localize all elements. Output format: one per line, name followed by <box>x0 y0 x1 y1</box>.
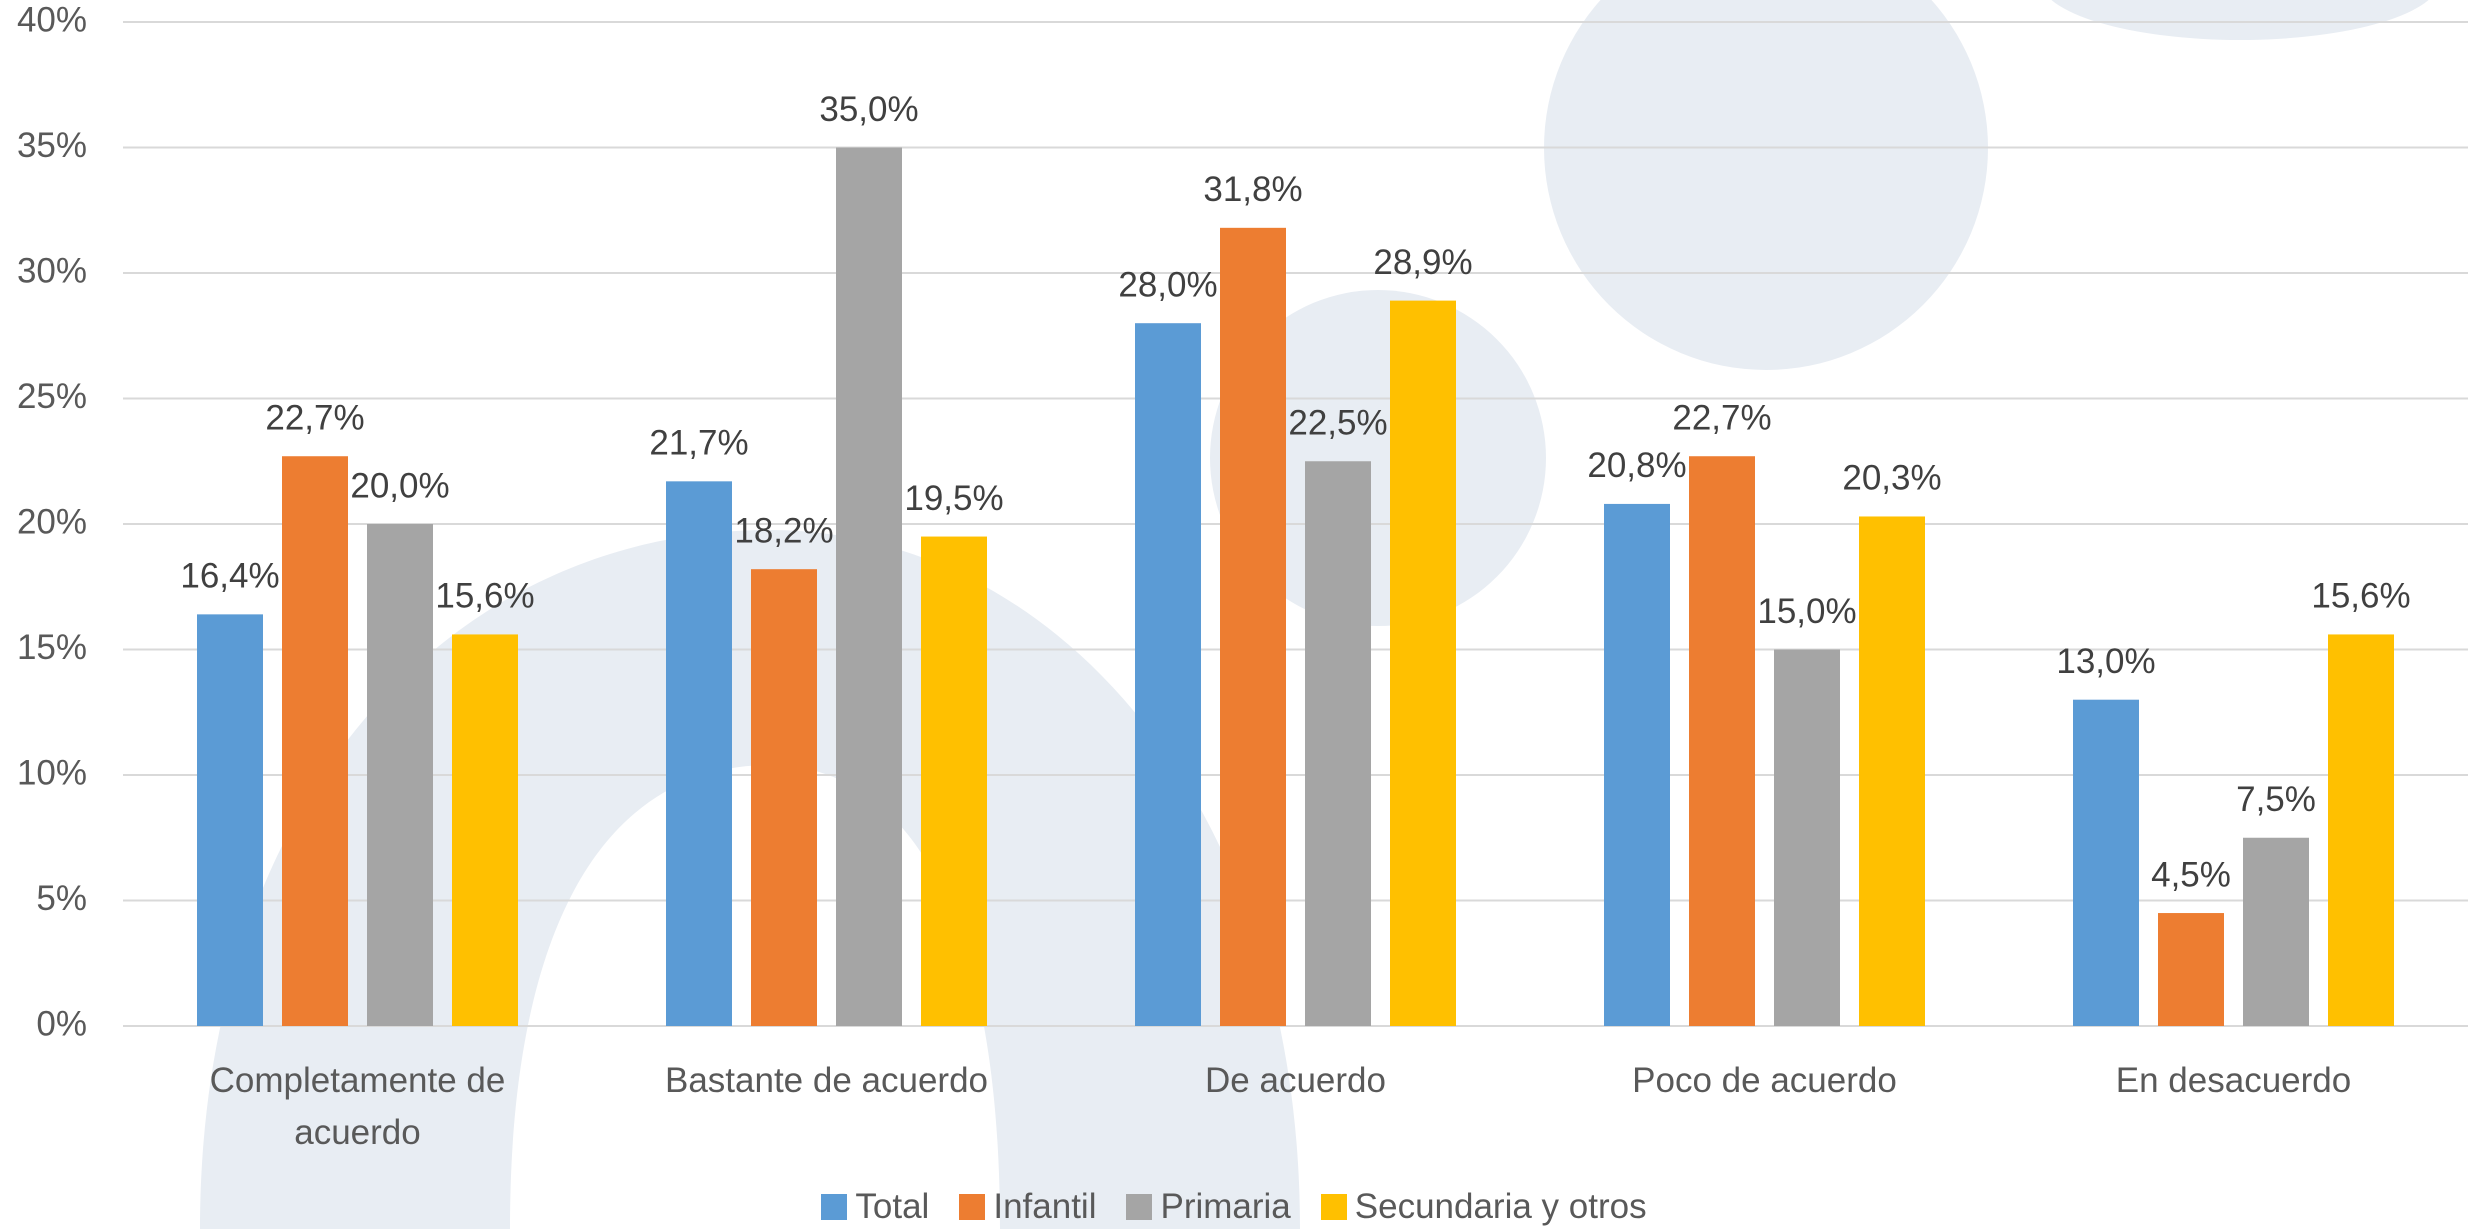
data-label: 28,0% <box>1118 265 1217 304</box>
bar <box>751 569 817 1026</box>
bar <box>367 524 433 1026</box>
bar <box>452 634 518 1026</box>
legend-item: Secundaria y otros <box>1320 1187 1647 1227</box>
legend-swatch <box>1126 1194 1153 1220</box>
y-tick-label: 20% <box>17 502 87 541</box>
y-tick-label: 25% <box>17 377 87 416</box>
legend: Total Infantil Primaria Secundaria y otros <box>0 1187 2468 1227</box>
x-tick-label: Completamente de acuerdo <box>209 1061 506 1152</box>
bar <box>1774 649 1840 1026</box>
data-label: 4,5% <box>2151 855 2231 894</box>
bar <box>1604 503 1670 1026</box>
x-tick-label: De acuerdo <box>1205 1061 1386 1100</box>
bar <box>1220 227 1286 1026</box>
data-label: 20,0% <box>350 466 449 505</box>
legend-label: Infantil <box>993 1187 1097 1226</box>
bar <box>2243 837 2309 1026</box>
data-label: 20,3% <box>1842 459 1941 498</box>
bar <box>836 147 902 1026</box>
data-label: 16,4% <box>180 557 279 596</box>
bar <box>1390 300 1456 1026</box>
data-label: 22,5% <box>1288 404 1387 443</box>
y-tick-label: 5% <box>36 879 87 918</box>
legend-swatch <box>959 1194 986 1220</box>
y-tick-label: 35% <box>17 126 87 165</box>
y-tick-label: 0% <box>36 1004 87 1043</box>
data-label: 28,9% <box>1373 243 1472 282</box>
bar <box>921 536 987 1026</box>
y-tick-label: 15% <box>17 628 87 667</box>
bar <box>2158 913 2224 1026</box>
legend-item: Infantil <box>959 1187 1096 1227</box>
legend-label: Total <box>855 1187 930 1226</box>
bar <box>666 481 732 1027</box>
data-label: 22,7% <box>1672 398 1771 437</box>
x-tick-label: Poco de acuerdo <box>1632 1061 1897 1100</box>
bar <box>2073 699 2139 1026</box>
legend-item: Total <box>821 1187 929 1227</box>
data-label: 7,5% <box>2236 780 2316 819</box>
legend-item: Primaria <box>1126 1187 1291 1227</box>
bar <box>1689 456 1755 1027</box>
legend-label: Secundaria y otros <box>1354 1187 1647 1226</box>
x-tick-label: Bastante de acuerdo <box>664 1061 988 1100</box>
y-tick-label: 40% <box>17 0 87 39</box>
bar <box>197 614 263 1026</box>
data-label: 15,6% <box>2311 577 2410 616</box>
bar <box>2328 634 2394 1026</box>
data-label: 19,5% <box>904 479 1003 518</box>
legend-label: Primaria <box>1160 1187 1291 1226</box>
data-label: 21,7% <box>649 424 748 463</box>
legend-swatch <box>1320 1194 1347 1220</box>
data-label: 15,6% <box>435 577 534 616</box>
x-tick-label: En desacuerdo <box>2115 1061 2352 1100</box>
bar <box>1859 516 1925 1026</box>
data-label: 13,0% <box>2056 642 2155 681</box>
data-label: 35,0% <box>819 90 918 129</box>
data-label: 15,0% <box>1757 592 1856 631</box>
y-tick-label: 30% <box>17 251 87 290</box>
y-tick-label: 10% <box>17 753 87 792</box>
legend-swatch <box>821 1194 848 1220</box>
bar <box>1305 461 1371 1026</box>
data-label: 22,7% <box>265 398 364 437</box>
bar <box>282 456 348 1027</box>
bar <box>1135 323 1201 1026</box>
data-label: 18,2% <box>734 511 833 550</box>
data-label: 31,8% <box>1203 170 1302 209</box>
data-label: 20,8% <box>1587 446 1686 485</box>
